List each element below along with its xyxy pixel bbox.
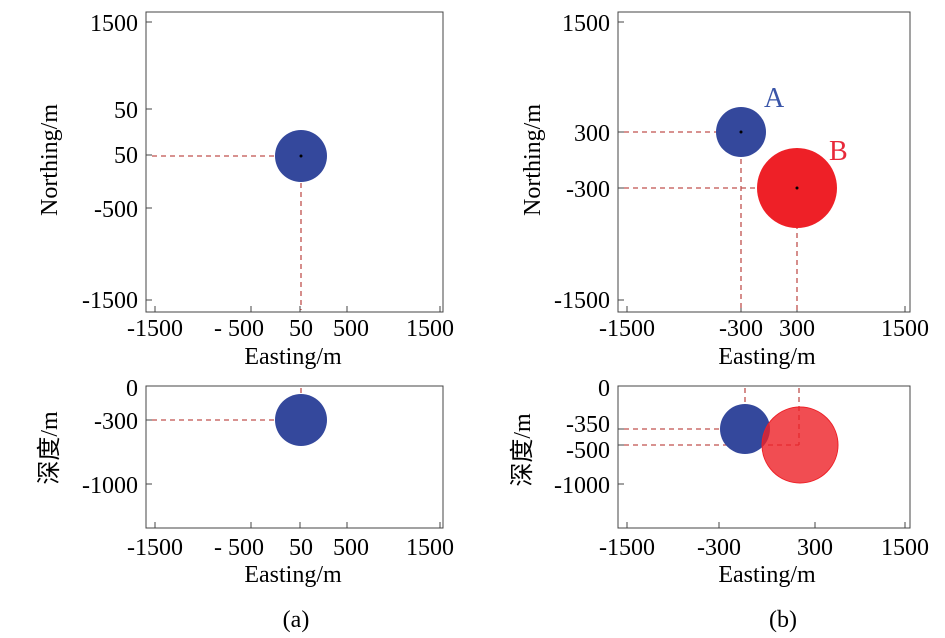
panel-b-plan-ylabel: Northing/m: [520, 104, 546, 216]
panel-b-plan-ytick: 1500: [562, 11, 610, 37]
panel-a-plan-ytick: 1500: [90, 11, 138, 37]
panel-a-plan: 1500 50 50 -500 -1500 -1500 - 500 50 500…: [37, 11, 454, 370]
panel-b-plan-ytick: -1500: [554, 288, 610, 314]
panel-b-depth-ticks: [618, 428, 906, 528]
panel-a-plan-ytick: -500: [94, 197, 138, 223]
panel-b-depth-body-A: [720, 404, 770, 454]
panel-a-plan-frame: [145, 11, 444, 313]
panel-b-depth-ytick: -500: [566, 438, 610, 464]
caption-a: (a): [283, 607, 310, 633]
panel-a-plan-ytick: 50: [114, 98, 138, 124]
caption-b: (b): [769, 607, 797, 633]
panel-b-depth-xtick: -1500: [599, 535, 655, 561]
panel-a-depth-body: [275, 394, 327, 446]
panel-a-plan-ytick: -1500: [82, 288, 138, 314]
panel-a-depth: 0 -300 -1000 -1500 - 500 50 500 1500 Eas…: [36, 376, 454, 588]
panel-b-depth-body-B: [761, 406, 839, 484]
panel-b-plan-body-A-center: [739, 130, 743, 134]
panel-a-depth-xtick: 50: [289, 535, 313, 561]
panel-b-depth-ylabel: 深度/m: [509, 413, 536, 487]
panel-b-plan-xtick: -1500: [599, 316, 655, 342]
panel-a-depth-ytick: -1000: [82, 473, 138, 499]
panel-a-plan-xlabel: Easting/m: [244, 344, 342, 370]
panel-a-depth-ytick: 0: [126, 376, 138, 402]
panel-a-plan-xtick: 500: [333, 316, 369, 342]
panel-a-depth-xtick: - 500: [214, 535, 264, 561]
panel-b-depth-xtick: 1500: [881, 535, 929, 561]
panel-b-plan-label-B: B: [829, 136, 848, 167]
panel-b-depth-ytick: 0: [598, 376, 610, 402]
panel-a-depth-ylabel: 深度/m: [36, 411, 63, 485]
panel-a-depth-xtick: 1500: [406, 535, 454, 561]
panel-b-plan-xtick: 1500: [881, 316, 929, 342]
panel-a-plan-xtick: - 500: [214, 316, 264, 342]
panel-a-depth-ticks: [146, 419, 441, 528]
panel-a-depth-xtick: 500: [333, 535, 369, 561]
panel-a-plan-xtick: -1500: [127, 316, 183, 342]
panel-a-depth-xtick: -1500: [127, 535, 183, 561]
panel-b-plan-body-B-center: [795, 186, 799, 190]
panel-a-depth-frame: [145, 385, 444, 529]
panel-b-depth-frame: [617, 385, 911, 529]
panel-b-depth-xtick: -300: [697, 535, 741, 561]
panel-b-plan-ytick: 300: [574, 121, 610, 147]
panel-a-plan-xtick: 1500: [406, 316, 454, 342]
panel-a-depth-xlabel: Easting/m: [244, 562, 342, 588]
panel-b-depth: 0 -350 -500 -1000 -1500 -300 300 1500 Ea…: [509, 376, 929, 588]
panel-b-depth-xlabel: Easting/m: [718, 562, 816, 588]
panel-b-plan-ytick: -300: [566, 177, 610, 203]
panel-a-plan-ytick: 50: [114, 143, 138, 169]
panel-b-plan: A B 1500 300 -300 -1500 -1500 -300 300 1…: [520, 11, 929, 370]
panel-b-depth-ytick: -1000: [554, 473, 610, 499]
panel-b-plan-ticks: [618, 21, 906, 312]
panel-a-plan-body-center: [299, 154, 303, 158]
panel-b-plan-xtick: -300: [719, 316, 763, 342]
panel-b-plan-xlabel: Easting/m: [718, 344, 816, 370]
panel-a-depth-ytick: -300: [94, 409, 138, 435]
panel-a-plan-ylabel: Northing/m: [37, 104, 63, 216]
panel-b-depth-ytick: -350: [566, 412, 610, 438]
panel-b-plan-frame: [617, 11, 911, 313]
panel-b-plan-label-A: A: [764, 83, 785, 114]
panel-a-plan-ticks: [146, 21, 441, 312]
panel-a-plan-xtick: 50: [289, 316, 313, 342]
panel-b-plan-xtick: 300: [779, 316, 815, 342]
panel-b-depth-xtick: 300: [797, 535, 833, 561]
